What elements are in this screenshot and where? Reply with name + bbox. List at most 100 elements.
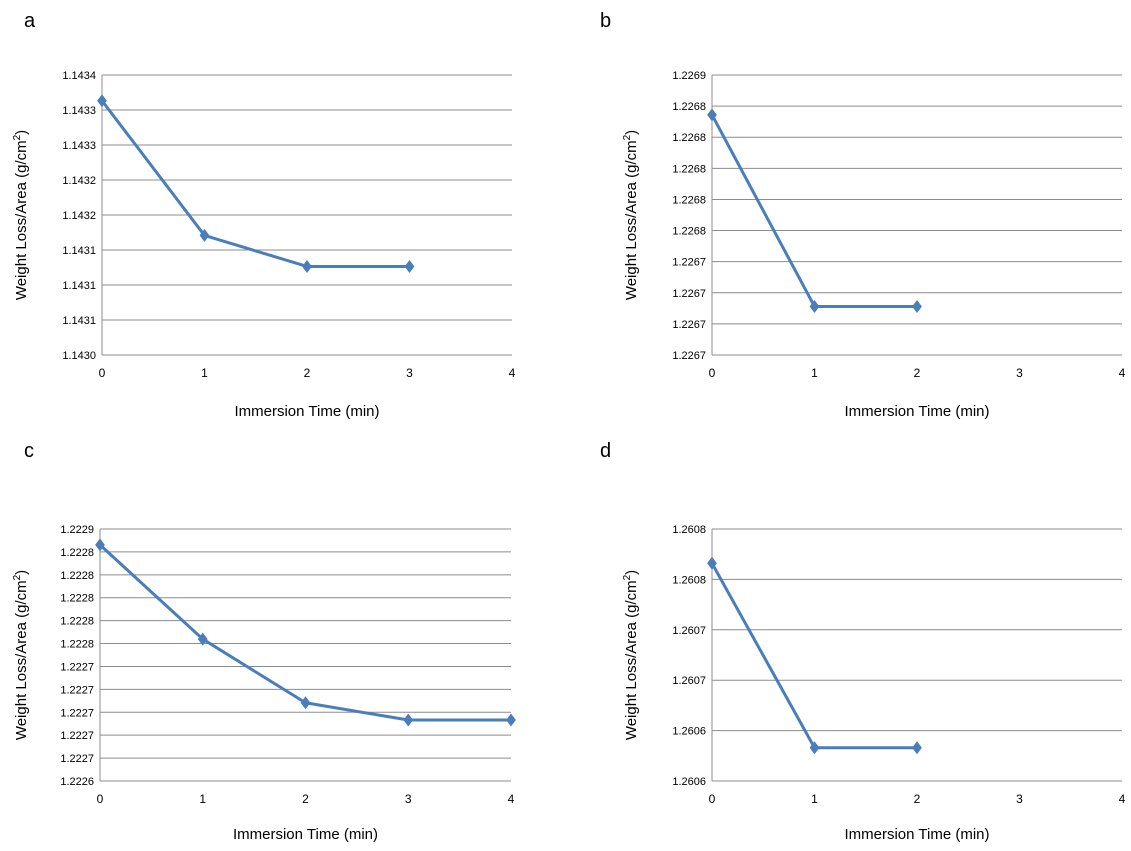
y-tick-label: 1.1431 (62, 280, 96, 292)
y-tick-label: 1.1432 (62, 175, 96, 187)
y-axis-title-superscript: 2 (622, 574, 633, 580)
y-tick-label: 1.2228 (60, 639, 94, 651)
data-point-marker (404, 259, 415, 273)
x-tick-label: 1 (811, 366, 818, 380)
y-tick-label: 1.2607 (672, 625, 706, 637)
x-tick-label: 0 (99, 366, 106, 380)
data-point-marker (707, 108, 717, 122)
data-point-marker (199, 228, 210, 242)
x-tick-label: 2 (914, 792, 921, 806)
x-tick-label: 2 (304, 366, 311, 380)
y-tick-label: 1.2228 (60, 616, 94, 628)
y-tick-label: 1.2228 (60, 593, 94, 605)
y-tick-label: 1.1434 (62, 70, 96, 82)
y-tick-label: 1.1431 (62, 315, 96, 327)
x-tick-label: 1 (811, 792, 818, 806)
data-point-marker (97, 94, 107, 108)
y-tick-label: 1.1430 (62, 350, 96, 362)
y-tick-label: 1.2267 (672, 257, 706, 269)
y-tick-label: 1.2267 (672, 319, 706, 331)
y-tick-label: 1.2227 (60, 753, 94, 765)
x-tick-label: 3 (1016, 366, 1023, 380)
data-point-marker (809, 741, 820, 755)
y-axis-title-superscript: 2 (622, 134, 633, 140)
y-axis-title-main: Weight Loss/Area (g/cm (13, 140, 30, 300)
data-point-marker (197, 632, 208, 646)
y-tick-label: 1.2268 (672, 163, 706, 175)
data-point-marker (809, 299, 820, 313)
y-tick-label: 1.2608 (672, 574, 706, 586)
x-tick-label: 4 (1119, 792, 1126, 806)
y-tick-label: 1.2227 (60, 707, 94, 719)
x-tick-label: 3 (1016, 792, 1023, 806)
y-axis-title-main: Weight Loss/Area (g/cm (623, 140, 640, 300)
series-line (710, 114, 917, 308)
y-axis-title-main: Weight Loss/Area (g/cm (623, 580, 640, 740)
y-tick-label: 1.2268 (672, 101, 706, 113)
y-tick-label: 1.2268 (672, 132, 706, 144)
y-axis-title: Weight Loss/Area (g/cm2) (622, 130, 640, 300)
panel-label: c (24, 440, 34, 462)
y-axis-title: Weight Loss/Area (g/cm2) (12, 570, 30, 740)
y-tick-label: 1.2268 (672, 194, 706, 206)
x-tick-label: 4 (1119, 366, 1126, 380)
x-tick-label: 2 (302, 792, 309, 806)
y-axis-title-superscript: 2 (12, 574, 23, 580)
y-tick-label: 1.2226 (60, 776, 94, 788)
series-line (710, 562, 917, 750)
y-axis-title: Weight Loss/Area (g/cm2) (622, 570, 640, 740)
y-tick-label: 1.2606 (672, 726, 706, 738)
panel-label: a (24, 10, 36, 32)
data-point-marker (912, 299, 922, 313)
x-tick-label: 1 (201, 366, 208, 380)
y-tick-label: 1.2267 (672, 350, 706, 362)
y-tick-label: 1.2607 (672, 675, 706, 687)
y-tick-label: 1.1433 (62, 140, 96, 152)
series-line (98, 543, 511, 722)
y-axis-title-main: Weight Loss/Area (g/cm (13, 580, 30, 740)
y-tick-label: 1.2227 (60, 730, 94, 742)
y-axis-title-close: ) (623, 570, 640, 575)
y-tick-label: 1.1432 (62, 210, 96, 222)
x-tick-label: 4 (509, 366, 516, 380)
y-axis-title-close: ) (13, 130, 30, 135)
y-tick-label: 1.1433 (62, 105, 96, 117)
x-tick-label: 0 (709, 366, 716, 380)
y-tick-label: 1.2268 (672, 226, 706, 238)
x-tick-label: 4 (508, 792, 515, 806)
line-chart: 1.2606 1.2606 1.2607 1.2607 1.2608 1.2608 0 1 2 3… (622, 524, 1126, 843)
x-tick-label: 3 (405, 792, 412, 806)
data-point-marker (912, 741, 922, 755)
x-tick-label: 0 (97, 792, 104, 806)
y-tick-label: 1.1431 (62, 245, 96, 257)
series-line (100, 99, 410, 268)
x-tick-label: 2 (914, 366, 921, 380)
y-tick-label: 1.2608 (672, 524, 706, 536)
x-tick-label: 3 (406, 366, 413, 380)
y-tick-label: 1.2228 (60, 570, 94, 582)
data-point-marker (707, 556, 717, 570)
y-tick-label: 1.2228 (60, 547, 94, 559)
data-point-marker (506, 713, 516, 727)
y-axis-title-close: ) (623, 130, 640, 135)
x-tick-label: 1 (199, 792, 206, 806)
y-tick-label: 1.2227 (60, 684, 94, 696)
y-axis-title-close: ) (13, 570, 30, 575)
y-tick-label: 1.2269 (672, 70, 706, 82)
data-point-marker (302, 259, 312, 273)
panel-label: d (600, 440, 612, 462)
line-chart: 1.2267 1.2267 1.2267 1.2267 1.2268 1.2268 1.22… (622, 70, 1126, 420)
y-axis-title-superscript: 2 (12, 134, 23, 140)
y-tick-label: 1.2606 (672, 776, 706, 788)
panel-label: b (600, 10, 612, 32)
y-axis-title: Weight Loss/Area (g/cm2) (12, 130, 30, 300)
x-axis-title: Immersion Time (min) (234, 403, 379, 420)
x-axis-title: Immersion Time (min) (233, 826, 378, 843)
y-tick-label: 1.2229 (60, 524, 94, 536)
x-axis-title: Immersion Time (min) (844, 403, 989, 420)
x-tick-label: 0 (709, 792, 716, 806)
line-chart: 1.1430 1.1431 1.1431 1.1431 1.1432 1.1432 1.14… (12, 70, 516, 420)
y-tick-label: 1.2227 (60, 661, 94, 673)
data-point-marker (403, 713, 414, 727)
y-tick-label: 1.2267 (672, 288, 706, 300)
